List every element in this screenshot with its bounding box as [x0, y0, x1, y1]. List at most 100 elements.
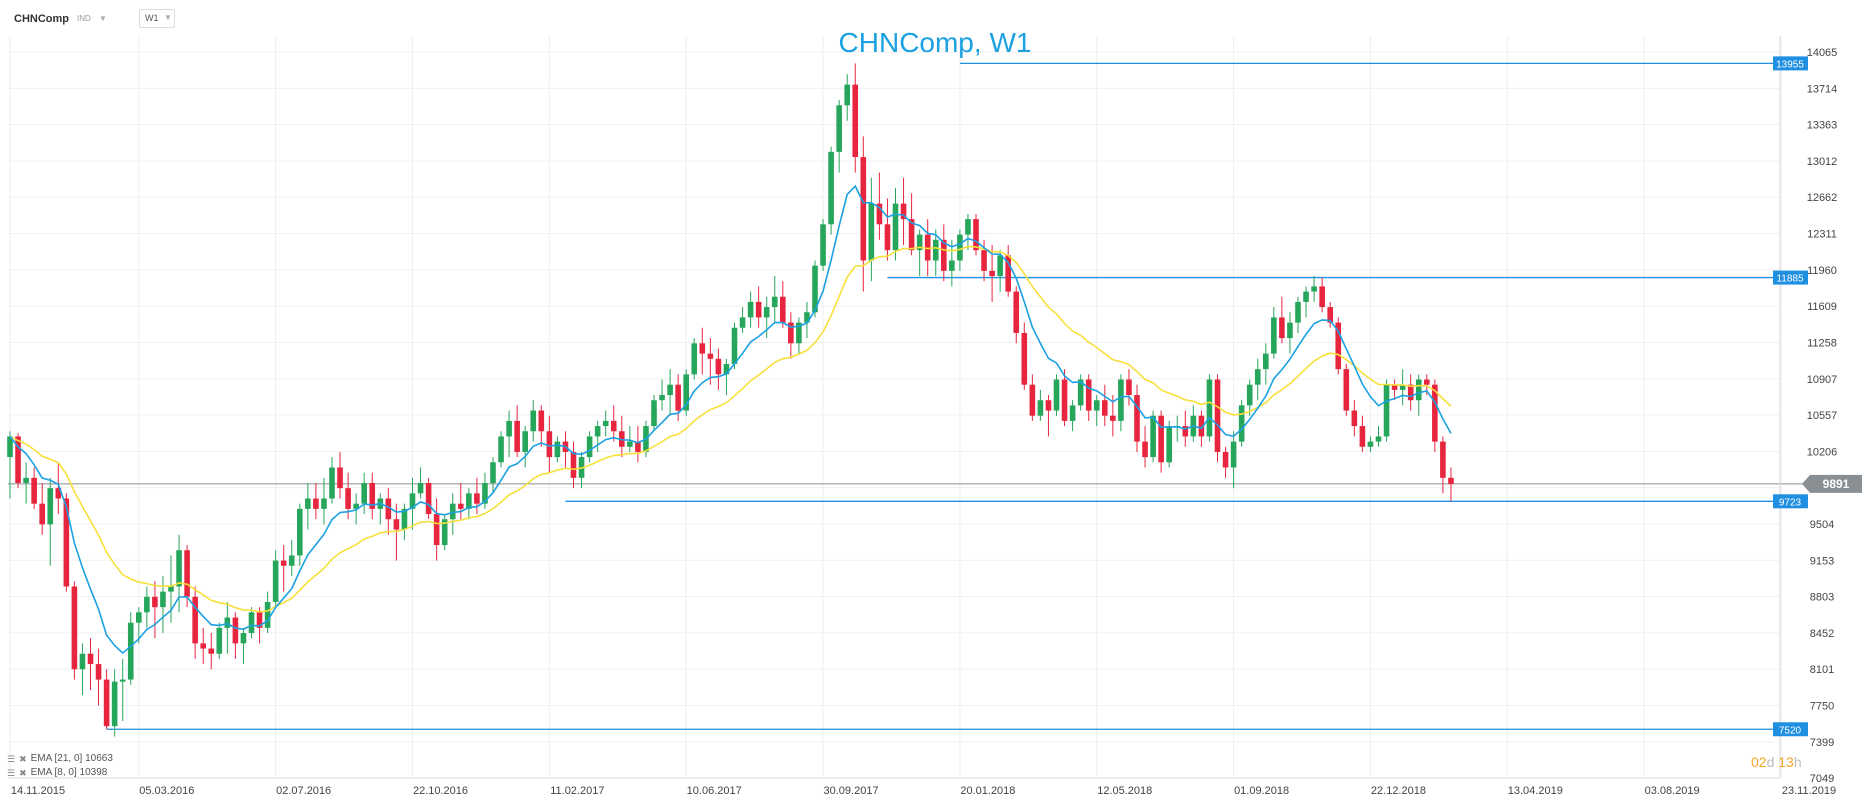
candle-body — [208, 648, 215, 654]
candle — [7, 431, 13, 499]
candle — [401, 503, 408, 540]
candle-body — [1222, 451, 1229, 468]
candle — [900, 177, 907, 245]
close-icon[interactable]: ✖ — [19, 768, 27, 778]
indicator-row[interactable]: ☰ ✖ EMA [8, 0] 10398 — [7, 766, 113, 780]
candle-body — [610, 420, 617, 432]
candle-body — [329, 467, 335, 499]
candle-body — [240, 633, 247, 644]
candle — [522, 426, 528, 468]
level-label-box — [1773, 494, 1808, 509]
indicator-row[interactable]: ☰ ✖ EMA [21, 0] 10663 — [7, 752, 113, 766]
candle-body — [715, 358, 722, 375]
candle-body — [1359, 426, 1366, 447]
candle — [578, 451, 585, 489]
candle — [240, 627, 247, 665]
candle — [1077, 374, 1084, 411]
candle — [23, 462, 29, 504]
candle-body — [530, 410, 537, 432]
candle — [1415, 374, 1422, 416]
candle — [1214, 374, 1221, 463]
candle-body — [788, 322, 794, 344]
level-label: 13955 — [1776, 59, 1804, 70]
candle — [973, 213, 979, 256]
candle-body — [602, 420, 609, 427]
candle-body — [691, 343, 698, 375]
candle — [79, 643, 86, 696]
symbol-label[interactable]: CHNComp — [14, 13, 69, 25]
timeframe-select[interactable]: W1 ▼ — [139, 9, 175, 28]
candle-body — [651, 400, 657, 427]
candle-body — [441, 519, 448, 546]
candle — [828, 146, 834, 235]
candle-body — [95, 664, 102, 680]
candle-body — [401, 508, 408, 530]
candle-body — [1230, 441, 1237, 468]
candle — [1222, 446, 1229, 478]
candle — [1246, 379, 1253, 416]
candle-body — [1287, 322, 1293, 339]
x-tick-label: 22.10.2016 — [413, 785, 468, 797]
settings-icon[interactable]: ☰ — [7, 754, 16, 764]
candle — [321, 477, 327, 525]
level-label-box — [1773, 270, 1808, 285]
candle — [441, 514, 448, 551]
candle-body — [136, 612, 142, 623]
candle — [1383, 379, 1390, 442]
horizontal-levels — [8, 62, 1808, 730]
candle-body — [1021, 332, 1028, 385]
candle-body — [876, 203, 883, 225]
candle-body — [635, 441, 641, 452]
candle-body — [868, 203, 875, 261]
candle-body — [288, 555, 295, 566]
candle-body — [1327, 307, 1333, 323]
y-tick-label: 9504 — [1810, 519, 1834, 531]
chevron-down-icon[interactable]: ▼ — [99, 14, 107, 23]
candle-body — [860, 157, 867, 261]
candle-body — [683, 374, 689, 411]
candle — [844, 74, 850, 121]
candle-body — [1150, 415, 1156, 458]
close-icon[interactable]: ✖ — [19, 754, 27, 764]
candle-body — [1182, 426, 1189, 437]
candle — [586, 431, 593, 463]
chart-toolbar: CHNComp IND ▼ W1 ▼ — [0, 0, 1866, 38]
candle — [771, 276, 778, 323]
candle — [876, 172, 883, 240]
candle — [305, 482, 311, 530]
countdown-days-unit: d — [1766, 754, 1775, 770]
candle — [192, 586, 198, 659]
candle-body — [538, 410, 545, 432]
candle — [224, 601, 231, 654]
y-tick-label: 10907 — [1807, 374, 1838, 386]
candle — [1440, 436, 1446, 494]
candle — [433, 498, 440, 561]
settings-icon[interactable]: ☰ — [7, 768, 16, 778]
candle-body — [1254, 369, 1261, 385]
candle — [1029, 374, 1036, 421]
candle — [812, 260, 818, 318]
candle — [1093, 395, 1100, 427]
candle — [498, 431, 504, 468]
candle-body — [1295, 301, 1301, 323]
candle-body — [1037, 400, 1044, 416]
candle-body — [47, 488, 54, 525]
candle — [1190, 405, 1197, 442]
candle — [715, 348, 722, 390]
candle-body — [1126, 379, 1132, 396]
candle — [361, 472, 367, 515]
candle — [506, 410, 512, 458]
candle — [739, 307, 746, 333]
candle — [353, 493, 359, 525]
candle — [594, 420, 601, 452]
candle — [425, 477, 432, 520]
candle — [200, 627, 206, 665]
candle-body — [514, 420, 520, 452]
candle-body — [280, 560, 287, 566]
candle-body — [932, 239, 939, 261]
candle — [95, 648, 102, 706]
candle-body — [755, 301, 762, 318]
y-tick-label: 13714 — [1807, 83, 1838, 95]
candle — [554, 436, 561, 463]
